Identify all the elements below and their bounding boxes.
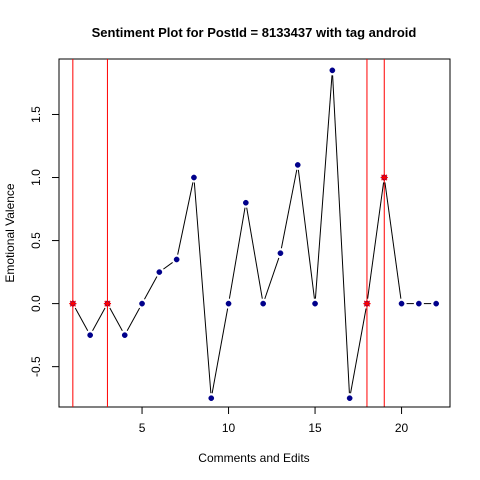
data-point-13 — [277, 250, 284, 257]
data-point-10 — [225, 300, 232, 307]
y-tick-label-2: 0.5 — [29, 232, 43, 249]
series-line-layer — [74, 75, 432, 394]
y-axis: -0.5 0.0 0.5 1.0 1.5 — [29, 106, 60, 377]
highlight-marker-19 — [380, 173, 388, 182]
y-tick-label-1: 0.0 — [29, 295, 43, 312]
series-segment-6 — [163, 262, 173, 270]
highlight-marker-18 — [363, 300, 371, 308]
data-point-16 — [329, 67, 336, 74]
x-tick-label-5: 5 — [139, 421, 146, 435]
series-segment-11 — [246, 207, 263, 299]
series-segment-8 — [193, 182, 212, 394]
data-point-5 — [139, 300, 145, 307]
data-point-12 — [260, 300, 267, 307]
series-segment-13 — [280, 169, 298, 249]
series-segment-1 — [74, 307, 89, 331]
series-segment-12 — [264, 257, 280, 300]
series-segment-19 — [384, 182, 402, 299]
x-axis-label: Comments and Edits — [198, 451, 309, 465]
highlight-stroke-d2 — [363, 300, 371, 307]
series-segment-15 — [314, 75, 333, 299]
data-point-4 — [121, 332, 128, 338]
y-axis-label: Emotional Valence — [3, 183, 17, 282]
data-point-21 — [416, 300, 422, 307]
vertical-markers-layer — [72, 59, 385, 407]
x-tick-label-15: 15 — [308, 421, 322, 435]
y-tick-label-0: -0.5 — [29, 356, 43, 377]
highlight-marker-3 — [103, 300, 112, 308]
plot-frame — [58, 58, 451, 408]
series-segment-9 — [211, 308, 229, 394]
data-point-6 — [156, 269, 163, 275]
highlight-marker-1 — [69, 300, 77, 308]
chart-title: Sentiment Plot for PostId = 8133437 with… — [92, 25, 417, 40]
data-point-11 — [242, 199, 249, 206]
series-segment-17 — [350, 308, 367, 394]
series-segment-3 — [109, 307, 123, 331]
x-tick-label-10: 10 — [222, 421, 236, 435]
series-segment-10 — [228, 207, 246, 299]
series-segment-16 — [332, 75, 350, 394]
x-tick-label-20: 20 — [395, 421, 409, 435]
y-tick-label-4: 1.5 — [29, 106, 43, 123]
data-point-7 — [173, 256, 180, 263]
data-point-2 — [87, 332, 93, 338]
series-segment-18 — [367, 182, 385, 299]
data-point-8 — [191, 174, 197, 181]
data-point-20 — [398, 300, 405, 307]
highlight-stroke-d2 — [104, 300, 111, 307]
data-points-layer — [69, 67, 440, 402]
highlight-stroke-d2 — [381, 174, 388, 181]
data-point-14 — [294, 162, 301, 168]
data-point-17 — [346, 395, 353, 402]
highlight-stroke-d2 — [69, 300, 76, 307]
x-axis: 5 10 15 20 — [139, 406, 409, 435]
series-segment-2 — [92, 307, 106, 331]
series-segment-5 — [144, 276, 158, 300]
series-segment-14 — [297, 169, 315, 299]
series-segment-4 — [126, 307, 141, 331]
data-point-22 — [433, 300, 440, 307]
y-tick-label-3: 1.0 — [29, 169, 43, 186]
series-segment-7 — [177, 182, 194, 255]
data-point-15 — [312, 300, 318, 307]
data-point-9 — [208, 395, 215, 402]
